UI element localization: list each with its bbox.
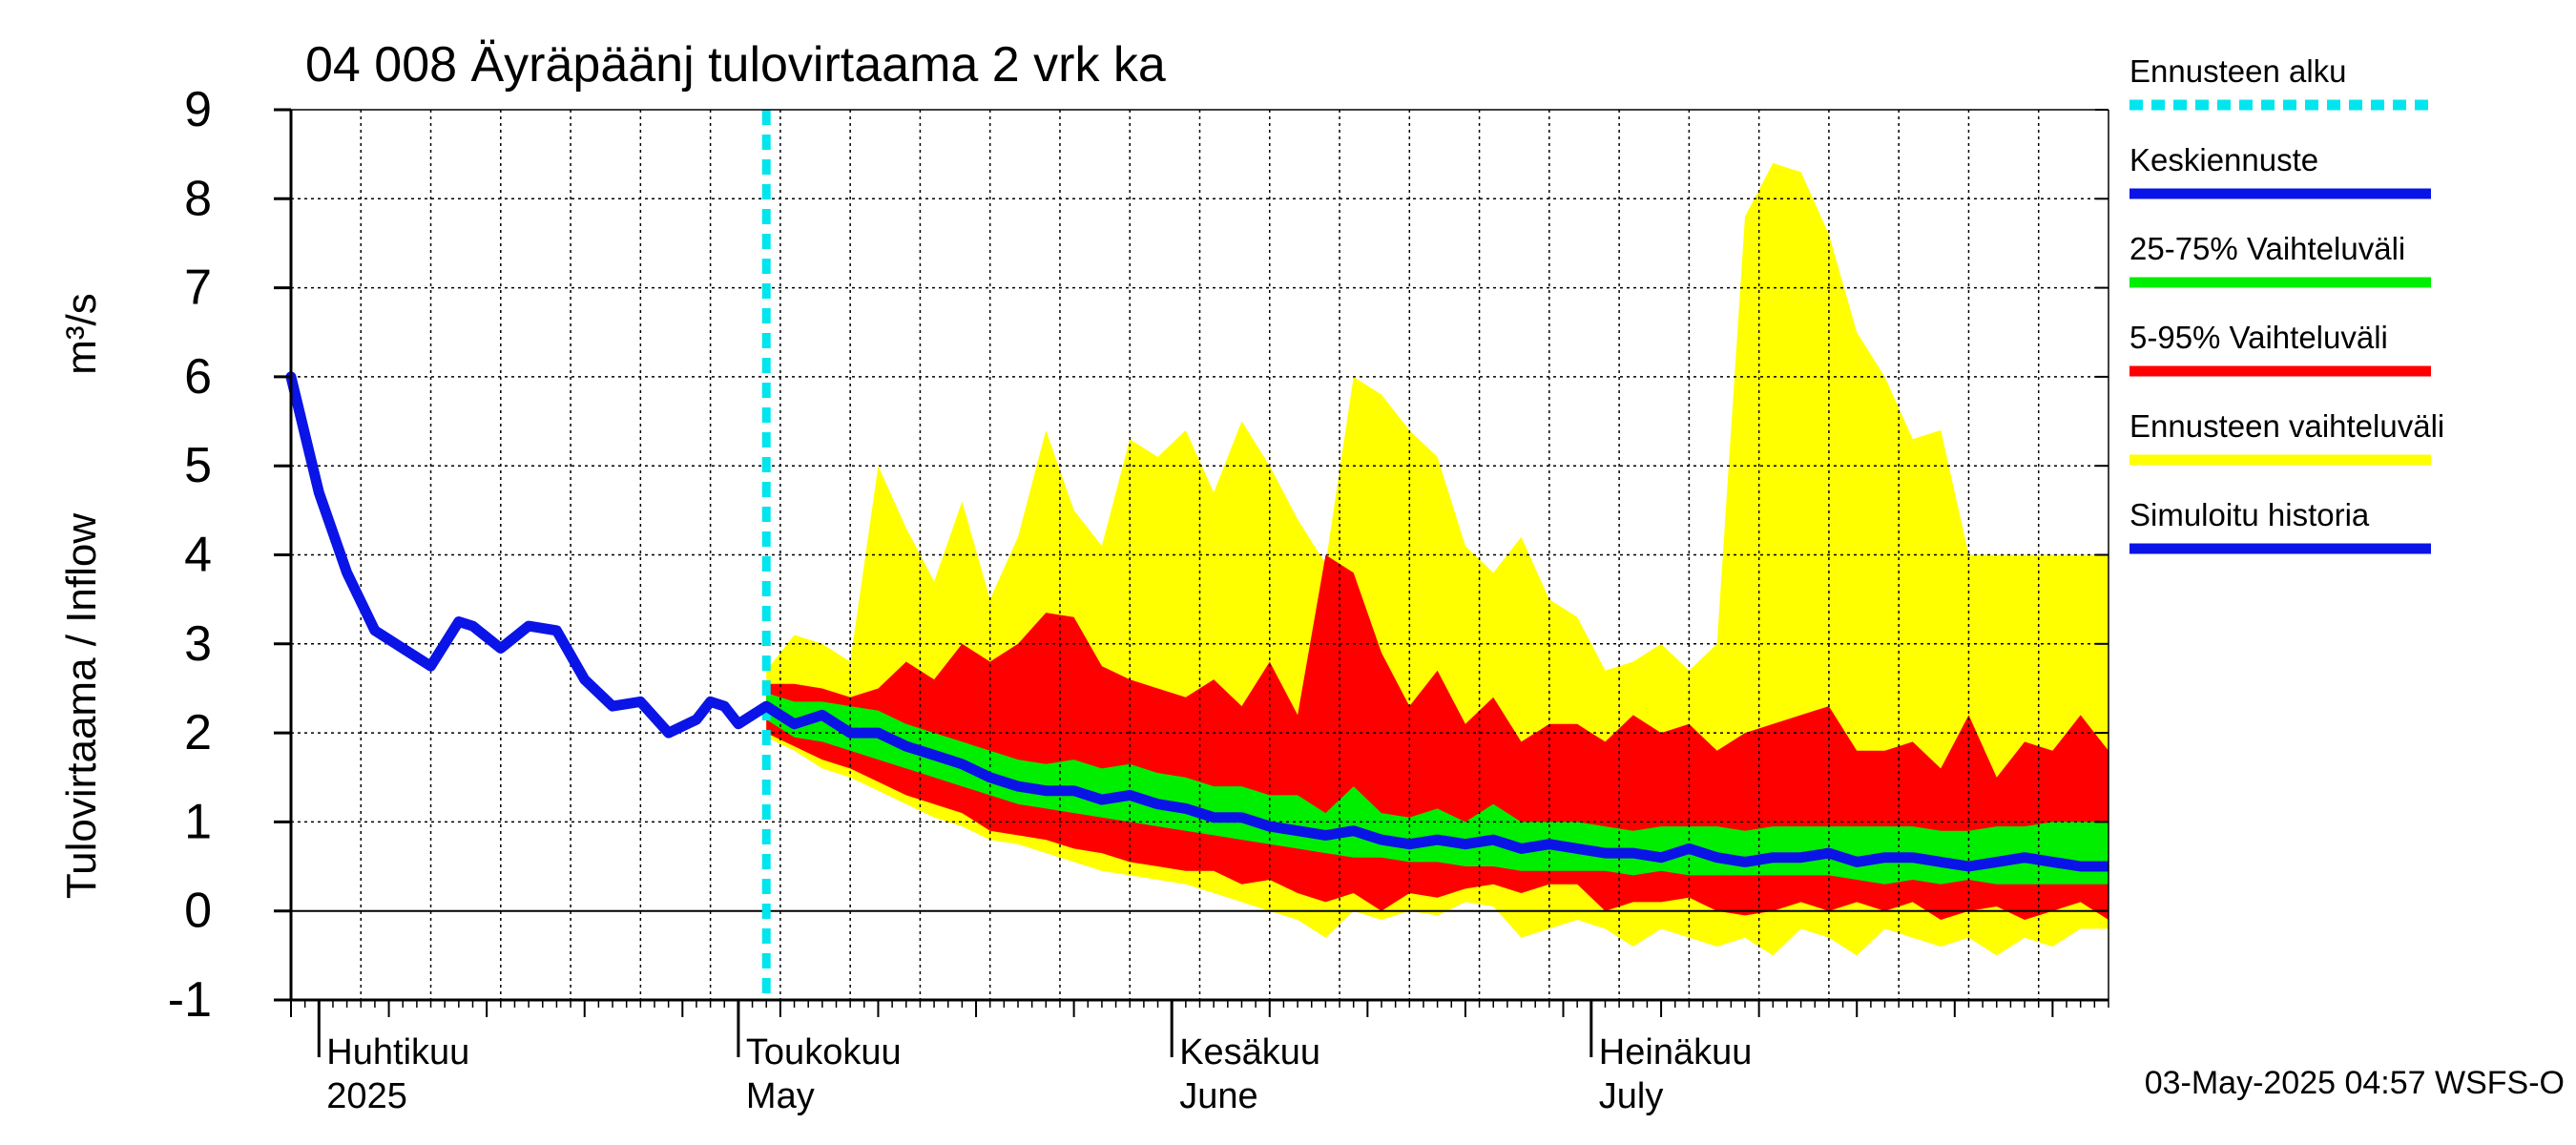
legend-label: Ennusteen vaihteluväli: [2129, 408, 2444, 444]
y-tick-label: 1: [184, 794, 212, 849]
y-tick-label: 9: [184, 82, 212, 137]
month-label: Heinäkuu: [1599, 1032, 1753, 1072]
y-tick-label: 2: [184, 705, 212, 760]
month-label: Kesäkuu: [1179, 1032, 1320, 1072]
y-tick-label: 4: [184, 528, 212, 583]
y-tick-label: 7: [184, 260, 212, 316]
month-label: Huhtikuu: [326, 1032, 469, 1072]
legend-label: Ennusteen alku: [2129, 53, 2347, 89]
chart-title: 04 008 Äyräpäänj tulovirtaama 2 vrk ka: [305, 37, 1166, 93]
y-tick-label: -1: [168, 972, 212, 1028]
median-forecast-line: [763, 701, 2109, 872]
history-line: [285, 371, 772, 739]
month-label: Toukokuu: [746, 1032, 902, 1072]
legend-label: 5-95% Vaihteluväli: [2129, 320, 2388, 355]
grid: [291, 110, 2109, 1000]
y-tick-label: 0: [184, 884, 212, 939]
y-tick-label: 8: [184, 171, 212, 226]
month-label-secondary: July: [1599, 1076, 1664, 1116]
y-tick-label: 6: [184, 349, 212, 405]
y-axis-label: Tulovirtaama / Inflow: [58, 513, 105, 900]
y-tick-label: 3: [184, 616, 212, 672]
legend: Ennusteen alku Keskiennuste 25-75% Vaihtel…: [2129, 53, 2444, 554]
band-25-75: [766, 693, 2109, 885]
series-lines: [285, 110, 2109, 1000]
month-label-secondary: May: [746, 1076, 815, 1116]
y-axis-unit: m³/s: [58, 293, 105, 375]
forecast-bands: [766, 163, 2109, 956]
legend-label: 25-75% Vaihteluväli: [2129, 231, 2405, 266]
legend-label: Simuloitu historia: [2129, 497, 2370, 532]
month-label-secondary: 2025: [326, 1076, 407, 1116]
timestamp: 03-May-2025 04:57 WSFS-O: [2145, 1065, 2565, 1101]
y-tick-label: 5: [184, 438, 212, 493]
month-label-secondary: June: [1179, 1076, 1257, 1116]
legend-label: Keskiennuste: [2129, 142, 2318, 177]
